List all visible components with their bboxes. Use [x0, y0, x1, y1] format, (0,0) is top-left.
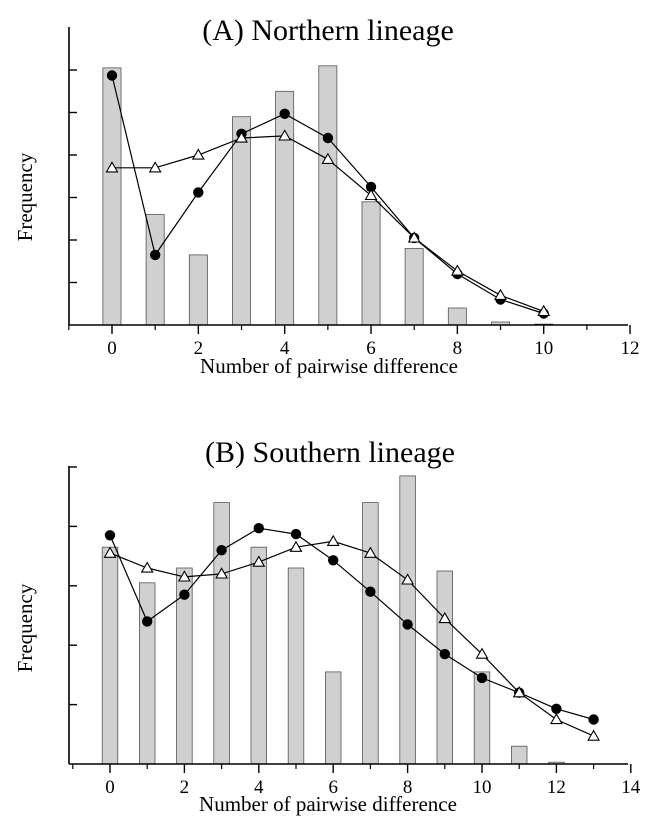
- panel-b-expected-point: [401, 573, 415, 585]
- panel-b-bar-4: [250, 546, 268, 765]
- panel-a-expected-point: [148, 161, 162, 173]
- panel-b-observed-point: [290, 528, 302, 540]
- panel-a-observed-point: [322, 132, 334, 144]
- panel-a-bar-0: [102, 67, 122, 326]
- panel-b-observed-point: [439, 648, 450, 660]
- panel-a-title: (A) Northern lineage: [202, 14, 454, 47]
- panel-a-expected-point: [191, 148, 205, 160]
- panel-b-observed-line: [109, 527, 594, 721]
- panel-b-expected-point: [289, 540, 303, 552]
- panel-b-x-tick-label: 0: [105, 777, 115, 798]
- panel-a-observed-point: [365, 181, 377, 193]
- panel-b-observed-point: [588, 714, 599, 725]
- panel-b-expected-point: [140, 561, 154, 573]
- panel-b-observed-point: [328, 555, 339, 566]
- panel-a-bar-4: [275, 90, 295, 326]
- panel-a-expected-point: [364, 188, 378, 201]
- panel-a-observed-point: [106, 70, 118, 81]
- panel-a-expected-point: [450, 264, 464, 276]
- panel-b-bar-11: [510, 745, 528, 765]
- panel-a-bar-8: [447, 307, 467, 326]
- panel-b-bar-9: [436, 570, 454, 765]
- panel-a-expected-point: [537, 304, 551, 317]
- panel-b-x-tick-label: 8: [403, 777, 413, 798]
- panel-b-x-tick-label: 2: [180, 777, 190, 798]
- panel-a-bar-3: [231, 116, 251, 326]
- panel-b-observed-point: [104, 530, 116, 541]
- panel-a-expected-point: [407, 231, 421, 243]
- panel-a-expected-point: [321, 152, 335, 164]
- panel-a-y-axis-title: Frequency: [13, 152, 37, 241]
- panel-b-observed-point: [253, 523, 264, 534]
- panel-b-observed-point: [402, 619, 413, 630]
- panel-b-x-tick-label: 10: [473, 777, 492, 798]
- panel-b-y-axis-title: Frequency: [13, 583, 37, 672]
- panel-b-expected-point: [549, 712, 563, 725]
- panel-b-expected-point: [215, 567, 229, 579]
- panel-b-expected-point: [363, 546, 377, 558]
- panel-b-x-tick-label: 6: [328, 777, 338, 798]
- panel-b-expected-point: [252, 555, 266, 567]
- panel-a-x-tick-label: 10: [534, 338, 553, 359]
- panel-b-observed-point: [179, 589, 190, 600]
- panel-a-x-tick-label: 2: [194, 338, 204, 359]
- panel-a-expected-point: [278, 129, 292, 141]
- panel-a-northern-lineage: (A) Northern lineage Number of pairwise …: [13, 14, 640, 378]
- panel-b-bar-10: [473, 671, 491, 765]
- panel-b-observed-point: [365, 586, 376, 597]
- panel-a-bar-6: [361, 201, 381, 326]
- panel-b-x-tick-label: 4: [254, 777, 264, 798]
- panel-b-bar-0: [101, 546, 119, 765]
- panel-a-observed-point: [193, 187, 204, 198]
- panel-b-expected-point: [326, 534, 340, 546]
- panel-a-x-tick-label: 0: [107, 338, 117, 359]
- panel-a-observed-point: [279, 108, 290, 120]
- panel-b-expected-point: [177, 570, 191, 582]
- panel-b-x-tick-label: 14: [621, 777, 641, 798]
- panel-b-observed-point: [142, 616, 153, 627]
- panel-a-x-tick-label: 4: [280, 338, 290, 359]
- panel-a-x-axis-title: Number of pairwise difference: [200, 354, 458, 378]
- panel-b-x-tick-label: 12: [547, 777, 566, 798]
- panel-b-bar-7: [362, 502, 379, 765]
- panel-b-observed-point: [476, 672, 488, 684]
- panel-a-bar-5: [318, 65, 338, 326]
- panel-b-expected-point: [475, 647, 489, 659]
- panel-a-bar-2: [188, 254, 208, 326]
- panel-a-expected-point: [494, 288, 507, 300]
- panel-b-expected-point: [438, 611, 452, 624]
- panel-b-expected-point: [103, 546, 117, 558]
- panel-b-x-axis-title: Number of pairwise difference: [199, 792, 457, 816]
- panel-b-observed-point: [551, 703, 562, 714]
- panel-a-expected-point: [235, 131, 248, 143]
- panel-a-bar-1: [145, 214, 165, 326]
- panel-a-observed-point: [150, 249, 161, 261]
- panel-b-title: (B) Southern lineage: [205, 436, 455, 469]
- panel-a-x-tick-label: 8: [453, 338, 463, 359]
- panel-b-bar-5: [287, 567, 305, 765]
- panel-b-bar-3: [213, 502, 230, 765]
- panel-b-observed-point: [216, 545, 227, 556]
- panel-a-x-tick-label: 6: [366, 338, 376, 359]
- panel-b-southern-lineage: (B) Southern lineage Number of pairwise …: [13, 436, 641, 816]
- panel-b-expected-point: [587, 729, 601, 741]
- panel-b-bar-6: [324, 671, 342, 765]
- panel-b-expected-line: [109, 540, 594, 737]
- panel-a-expected-point: [105, 161, 119, 173]
- panel-b-expected-point: [512, 686, 526, 698]
- panel-a-x-tick-label: 12: [621, 338, 640, 359]
- panel-a-bar-7: [404, 248, 424, 326]
